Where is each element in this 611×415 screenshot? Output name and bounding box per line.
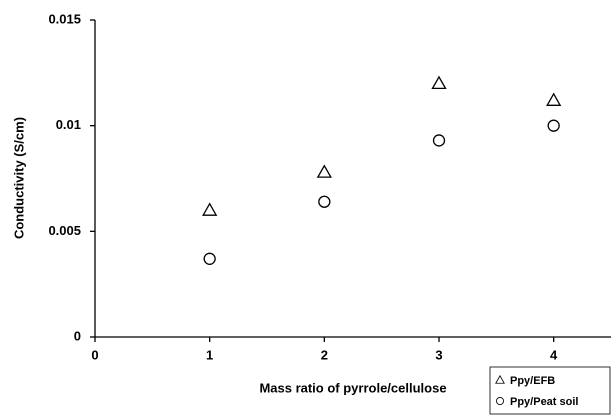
point <box>546 92 562 106</box>
point <box>203 252 216 265</box>
legend-box <box>489 366 611 415</box>
x-tick-label: 0 <box>91 347 98 362</box>
x-tick-label: 3 <box>435 347 442 362</box>
y-tick-label: 0.015 <box>48 11 81 26</box>
x-tick-label: 2 <box>321 347 328 362</box>
point <box>316 164 332 178</box>
y-tick-label: 0.005 <box>48 223 81 238</box>
x-axis-title: Mass ratio of pyrrole/cellulose <box>259 380 446 395</box>
legend-label: Ppy/Peat soil <box>510 396 578 408</box>
x-tick-label: 4 <box>550 347 558 362</box>
legend-marker <box>496 397 504 405</box>
legend-label: Ppy/EFB <box>510 375 555 387</box>
x-tick-label: 1 <box>206 347 213 362</box>
point <box>202 202 218 216</box>
point <box>431 75 447 90</box>
legend-marker <box>495 374 505 384</box>
y-tick-label: 0.01 <box>56 117 81 132</box>
y-tick-label: 0 <box>74 328 81 343</box>
y-axis-title: Conductivity (S/cm) <box>11 117 26 239</box>
point <box>432 134 446 147</box>
point <box>318 195 331 208</box>
point <box>547 119 560 132</box>
